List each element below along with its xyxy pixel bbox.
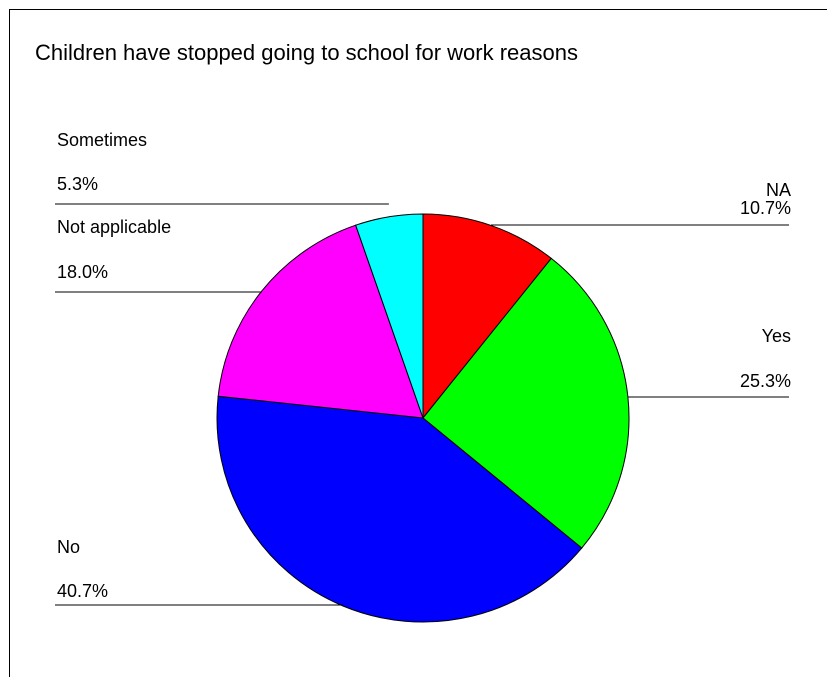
slice-value-na: 10.7% <box>740 198 791 218</box>
slice-name-yes: Yes <box>762 326 791 346</box>
slice-name-sometimes: Sometimes <box>57 130 147 150</box>
slice-name-not-applicable: Not applicable <box>57 217 171 237</box>
slice-value-no: 40.7% <box>57 581 108 601</box>
slice-name-no: No <box>57 537 80 557</box>
pie-slices <box>216 213 630 623</box>
pie-slice-yes <box>422 257 630 549</box>
pie-slice-no <box>216 395 583 623</box>
pie-slice-na <box>422 213 552 420</box>
chart-title: Children have stopped going to school fo… <box>35 40 578 65</box>
slice-value-yes: 25.3% <box>740 371 791 391</box>
pie-slice-not-applicable <box>217 224 424 419</box>
slice-name-na: NA <box>766 180 791 200</box>
chart-frame <box>9 9 827 677</box>
slice-value-sometimes: 5.3% <box>57 174 98 194</box>
slice-value-not-applicable: 18.0% <box>57 262 108 282</box>
pie-slice-sometimes <box>355 213 424 419</box>
leader-lines <box>55 203 789 606</box>
